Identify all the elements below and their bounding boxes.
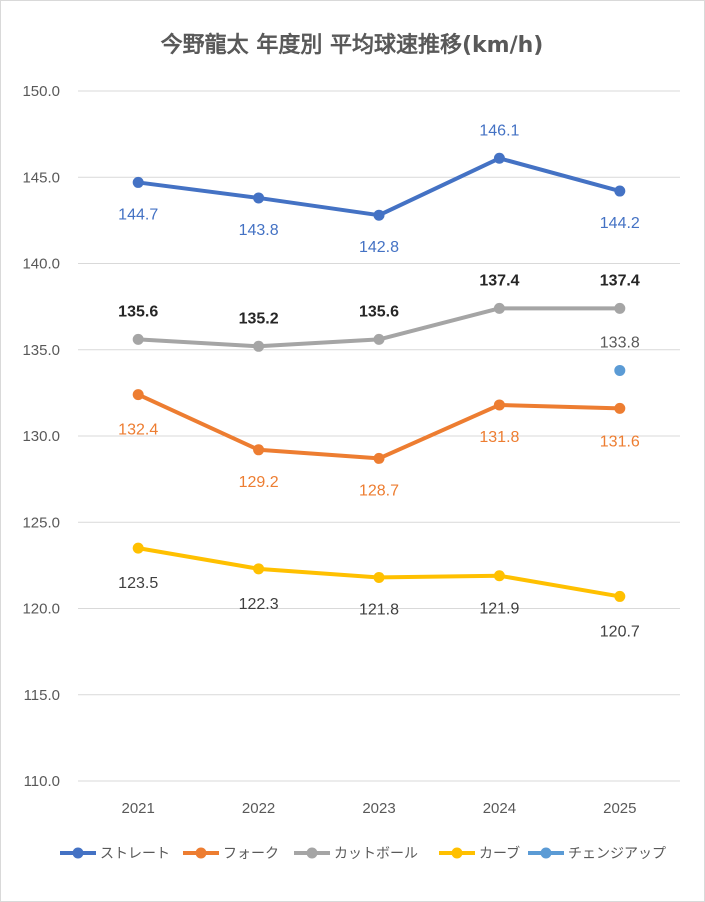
y-tick-label: 135.0 — [22, 342, 60, 359]
series-line — [137, 392, 620, 461]
data-label: 131.8 — [479, 429, 519, 446]
data-label: 122.3 — [239, 596, 279, 613]
data-point — [614, 302, 626, 314]
data-label: 120.7 — [600, 623, 640, 640]
data-point — [493, 399, 505, 411]
data-point — [373, 452, 385, 464]
legend-swatch-marker — [451, 847, 463, 859]
data-label: 128.7 — [359, 482, 399, 499]
data-label: 143.8 — [239, 222, 279, 239]
data-label: 144.2 — [600, 215, 640, 232]
y-tick-label: 110.0 — [24, 773, 60, 790]
x-tick-label: 2022 — [242, 800, 275, 817]
x-axis-ticks: 2021 2022 2023 2024 2025 — [122, 800, 637, 817]
data-point — [253, 340, 265, 352]
data-labels: 144.7 143.8 142.8 146.1 144.2 132.4 129.2 128.7… — [118, 122, 640, 640]
series-line — [137, 156, 621, 218]
legend-label: フォーク — [223, 846, 279, 862]
data-point — [132, 333, 144, 345]
data-label: 121.8 — [359, 601, 399, 618]
legend-swatch-marker — [540, 847, 552, 859]
legend-swatch-marker — [306, 847, 318, 859]
data-point — [253, 563, 265, 575]
data-label: 129.2 — [239, 474, 279, 491]
data-label: 142.8 — [359, 239, 399, 256]
data-label: 135.6 — [359, 303, 399, 320]
y-tick-label: 145.0 — [22, 169, 60, 186]
y-tick-label: 130.0 — [22, 428, 60, 445]
x-tick-label: 2025 — [603, 800, 636, 817]
data-point — [132, 389, 144, 401]
gridlines — [78, 90, 680, 782]
data-point — [493, 570, 505, 582]
legend-swatch-marker — [195, 847, 207, 859]
data-point — [493, 302, 505, 314]
data-point — [493, 152, 505, 164]
y-axis-ticks: 110.0 115.0 120.0 125.0 130.0 135.0 140.0 145.0… — [22, 83, 60, 790]
y-tick-label: 125.0 — [22, 514, 60, 531]
data-label: 132.4 — [118, 422, 158, 439]
data-label: 137.4 — [479, 272, 519, 289]
data-point — [614, 402, 626, 414]
series-group — [132, 152, 626, 602]
y-tick-label: 115.0 — [24, 687, 60, 704]
data-point — [373, 333, 385, 345]
data-point — [253, 444, 265, 456]
data-point — [132, 542, 144, 554]
legend-label: カーブ — [479, 845, 520, 862]
data-label: 137.4 — [600, 272, 640, 289]
data-label: 135.6 — [118, 303, 158, 320]
x-tick-label: 2021 — [122, 800, 155, 817]
legend-label: チェンジアップ — [568, 846, 666, 862]
y-tick-label: 150.0 — [22, 83, 60, 100]
y-tick-label: 140.0 — [22, 256, 60, 273]
data-point — [132, 176, 144, 188]
data-label: 121.9 — [479, 601, 519, 618]
data-label: 144.7 — [118, 206, 158, 223]
data-point — [253, 192, 265, 204]
data-label: 133.8 — [600, 334, 640, 351]
data-label: 123.5 — [118, 575, 158, 592]
x-tick-label: 2023 — [362, 800, 395, 817]
x-tick-label: 2024 — [483, 800, 516, 817]
legend: ストレート フォーク カットボール カーブ チェンジアップ — [60, 845, 666, 862]
data-point — [614, 364, 626, 376]
legend-label: カットボール — [334, 846, 418, 862]
data-point — [373, 209, 385, 221]
data-point — [614, 590, 626, 602]
legend-swatch-marker — [72, 847, 84, 859]
data-label: 146.1 — [479, 122, 519, 139]
data-point — [373, 571, 385, 583]
y-tick-label: 120.0 — [22, 601, 60, 618]
data-label: 131.6 — [600, 433, 640, 450]
legend-label: ストレート — [100, 846, 170, 862]
data-point — [614, 185, 626, 197]
data-label: 135.2 — [239, 310, 279, 327]
chart-title: 今野龍太 年度別 平均球速推移(km/h) — [161, 32, 544, 58]
